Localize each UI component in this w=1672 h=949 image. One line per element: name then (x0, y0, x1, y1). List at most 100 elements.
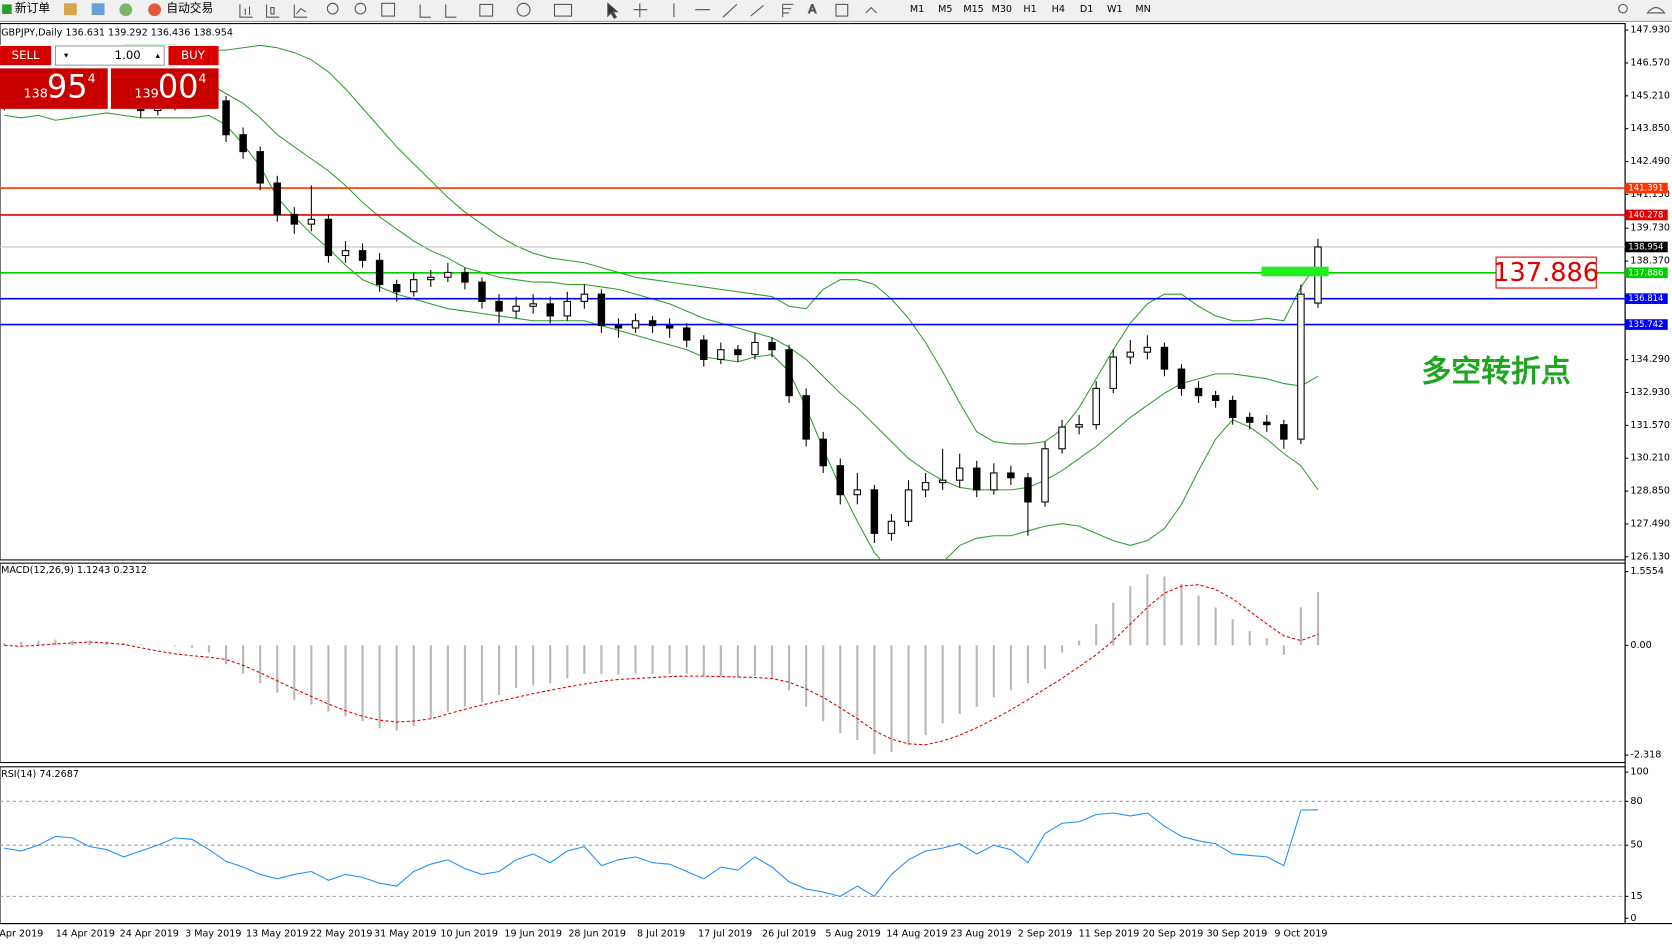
buy-button[interactable] (168, 45, 219, 66)
y-tick-label: 15 (1630, 891, 1642, 902)
candle-body (870, 489, 879, 534)
new-order-icon[interactable] (2, 4, 12, 14)
fibo-icon[interactable] (782, 3, 794, 18)
search-icon[interactable] (1618, 3, 1628, 14)
price-annotation: 137.886 (1493, 258, 1599, 288)
candle-icon[interactable] (266, 4, 280, 18)
sell-price-pips: 95 (47, 68, 88, 106)
y-tick-label: 142.490 (1630, 156, 1670, 167)
candle-body (768, 341, 776, 351)
x-tick-label: 31 May 2019 (374, 929, 436, 940)
period-icon[interactable] (516, 2, 531, 17)
candle-body (665, 325, 674, 329)
indicator-icon[interactable] (479, 3, 494, 17)
plot-area (3, 574, 1320, 755)
candle-body (904, 489, 913, 522)
sell-label[interactable]: SELL (12, 48, 40, 62)
candle-body (1058, 426, 1066, 450)
x-tick-label: 8 Jul 2019 (637, 929, 685, 940)
rsi-header: RSI(14) 74.2687 (1, 769, 79, 780)
candle-body (1194, 387, 1203, 397)
sell-price-box[interactable] (0, 68, 108, 109)
line-chart-icon[interactable] (293, 4, 308, 18)
new-order-button[interactable]: 新订单 (15, 1, 50, 15)
tool-icon[interactable] (91, 3, 105, 16)
y-tick-label: 141.130 (1630, 189, 1670, 200)
buy-price-big-figure: 139 (134, 86, 158, 101)
auto-trade-button[interactable]: 自动交易 (166, 1, 213, 15)
buy-price-box[interactable] (110, 68, 219, 109)
candle-body (273, 182, 281, 215)
timeframe-button[interactable]: MN (1135, 4, 1150, 15)
candle-body (802, 395, 810, 440)
candle-body (751, 341, 759, 356)
bollinger-band (4, 73, 1319, 491)
timeframe-button[interactable]: D1 (1080, 4, 1093, 15)
y-tick-label: 139.730 (1630, 223, 1670, 234)
chat-icon[interactable] (1646, 7, 1666, 14)
text-icon[interactable]: A (808, 2, 817, 17)
candle-body (1109, 356, 1117, 389)
price-label: 135.742 (1628, 320, 1663, 330)
candle-body (495, 300, 503, 312)
lots-up[interactable]: ▴ (156, 51, 161, 61)
candle-body (614, 325, 623, 329)
x-tick-label: Apr 2019 (0, 929, 43, 940)
candle-body (256, 151, 264, 184)
x-tick-label: 26 Jul 2019 (762, 929, 816, 940)
timeframe-button[interactable]: H1 (1023, 4, 1036, 15)
cursor-icon[interactable] (607, 2, 619, 19)
lots-input[interactable] (54, 45, 165, 66)
scroll-icon[interactable] (419, 4, 457, 18)
tile-icon[interactable] (381, 2, 396, 17)
timeframe-button[interactable]: H4 (1052, 4, 1065, 15)
y-tick-label: 128.850 (1630, 486, 1670, 497)
timeframe-button[interactable]: M15 (963, 4, 983, 15)
timeframe-button[interactable]: M30 (992, 4, 1012, 15)
auto-trade-icon[interactable] (148, 3, 162, 17)
candle-body (1280, 424, 1288, 440)
candle-body (682, 327, 691, 341)
x-tick-label: 20 Sep 2019 (1143, 929, 1204, 940)
buy-label[interactable]: BUY (181, 48, 206, 62)
zoom-in-icon[interactable] (326, 2, 339, 15)
buy-price-pips: 00 (158, 68, 199, 106)
arrow-icon[interactable] (865, 6, 877, 14)
tool-icon[interactable] (63, 3, 77, 16)
sell-price-fraction: 4 (87, 72, 95, 87)
x-tick-label: 22 May 2019 (310, 929, 372, 940)
candle-body (1177, 368, 1186, 389)
lots-value[interactable]: 1.00 (115, 48, 141, 62)
label-icon[interactable] (835, 3, 849, 17)
sell-button[interactable] (0, 45, 52, 66)
draw-icons[interactable] (673, 3, 764, 18)
timeframe-button[interactable]: W1 (1107, 4, 1123, 15)
timeframe-button[interactable]: M5 (938, 4, 952, 15)
candle-body (358, 250, 367, 261)
candle-body (1246, 416, 1254, 423)
x-tick-label: 30 Sep 2019 (1207, 929, 1268, 940)
bar-chart-icon[interactable] (239, 4, 253, 18)
y-tick-label: 132.930 (1630, 387, 1670, 398)
tool-icon[interactable] (119, 3, 133, 17)
template-icon[interactable] (553, 3, 573, 17)
chinese-annotation: 多空转折点 (1421, 354, 1570, 389)
candle-body (990, 472, 998, 491)
candle-body (700, 339, 708, 360)
candle-body (734, 349, 742, 356)
timeframe-button[interactable]: M1 (910, 4, 924, 15)
candle-body (563, 300, 572, 317)
candle-body (222, 100, 230, 136)
price-chart: Apr 2019 14 Apr 2019 24 Apr 2019 3 May 2019… (0, 23, 1672, 940)
y-tick-label: 0 (1630, 913, 1636, 924)
bollinger-band (4, 112, 1319, 560)
candle-body (1126, 351, 1135, 358)
y-tick-label: 146.570 (1630, 57, 1670, 68)
lots-down[interactable]: ▾ (64, 51, 69, 61)
zoom-out-icon[interactable] (354, 2, 367, 15)
y-tick-label: 131.570 (1630, 420, 1670, 431)
candle-body (1143, 346, 1152, 353)
crosshair-icon[interactable] (633, 3, 648, 18)
y-tick-label: 100 (1630, 767, 1648, 778)
